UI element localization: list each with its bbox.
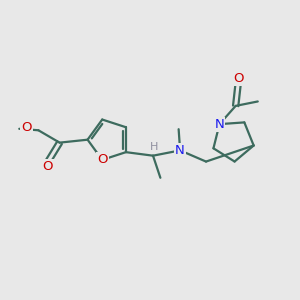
- Text: O: O: [43, 160, 53, 173]
- Text: H: H: [149, 142, 158, 152]
- Text: O: O: [97, 153, 107, 167]
- Text: O: O: [21, 121, 32, 134]
- Text: O: O: [233, 72, 244, 85]
- Text: N: N: [175, 144, 185, 157]
- Text: N: N: [214, 118, 224, 130]
